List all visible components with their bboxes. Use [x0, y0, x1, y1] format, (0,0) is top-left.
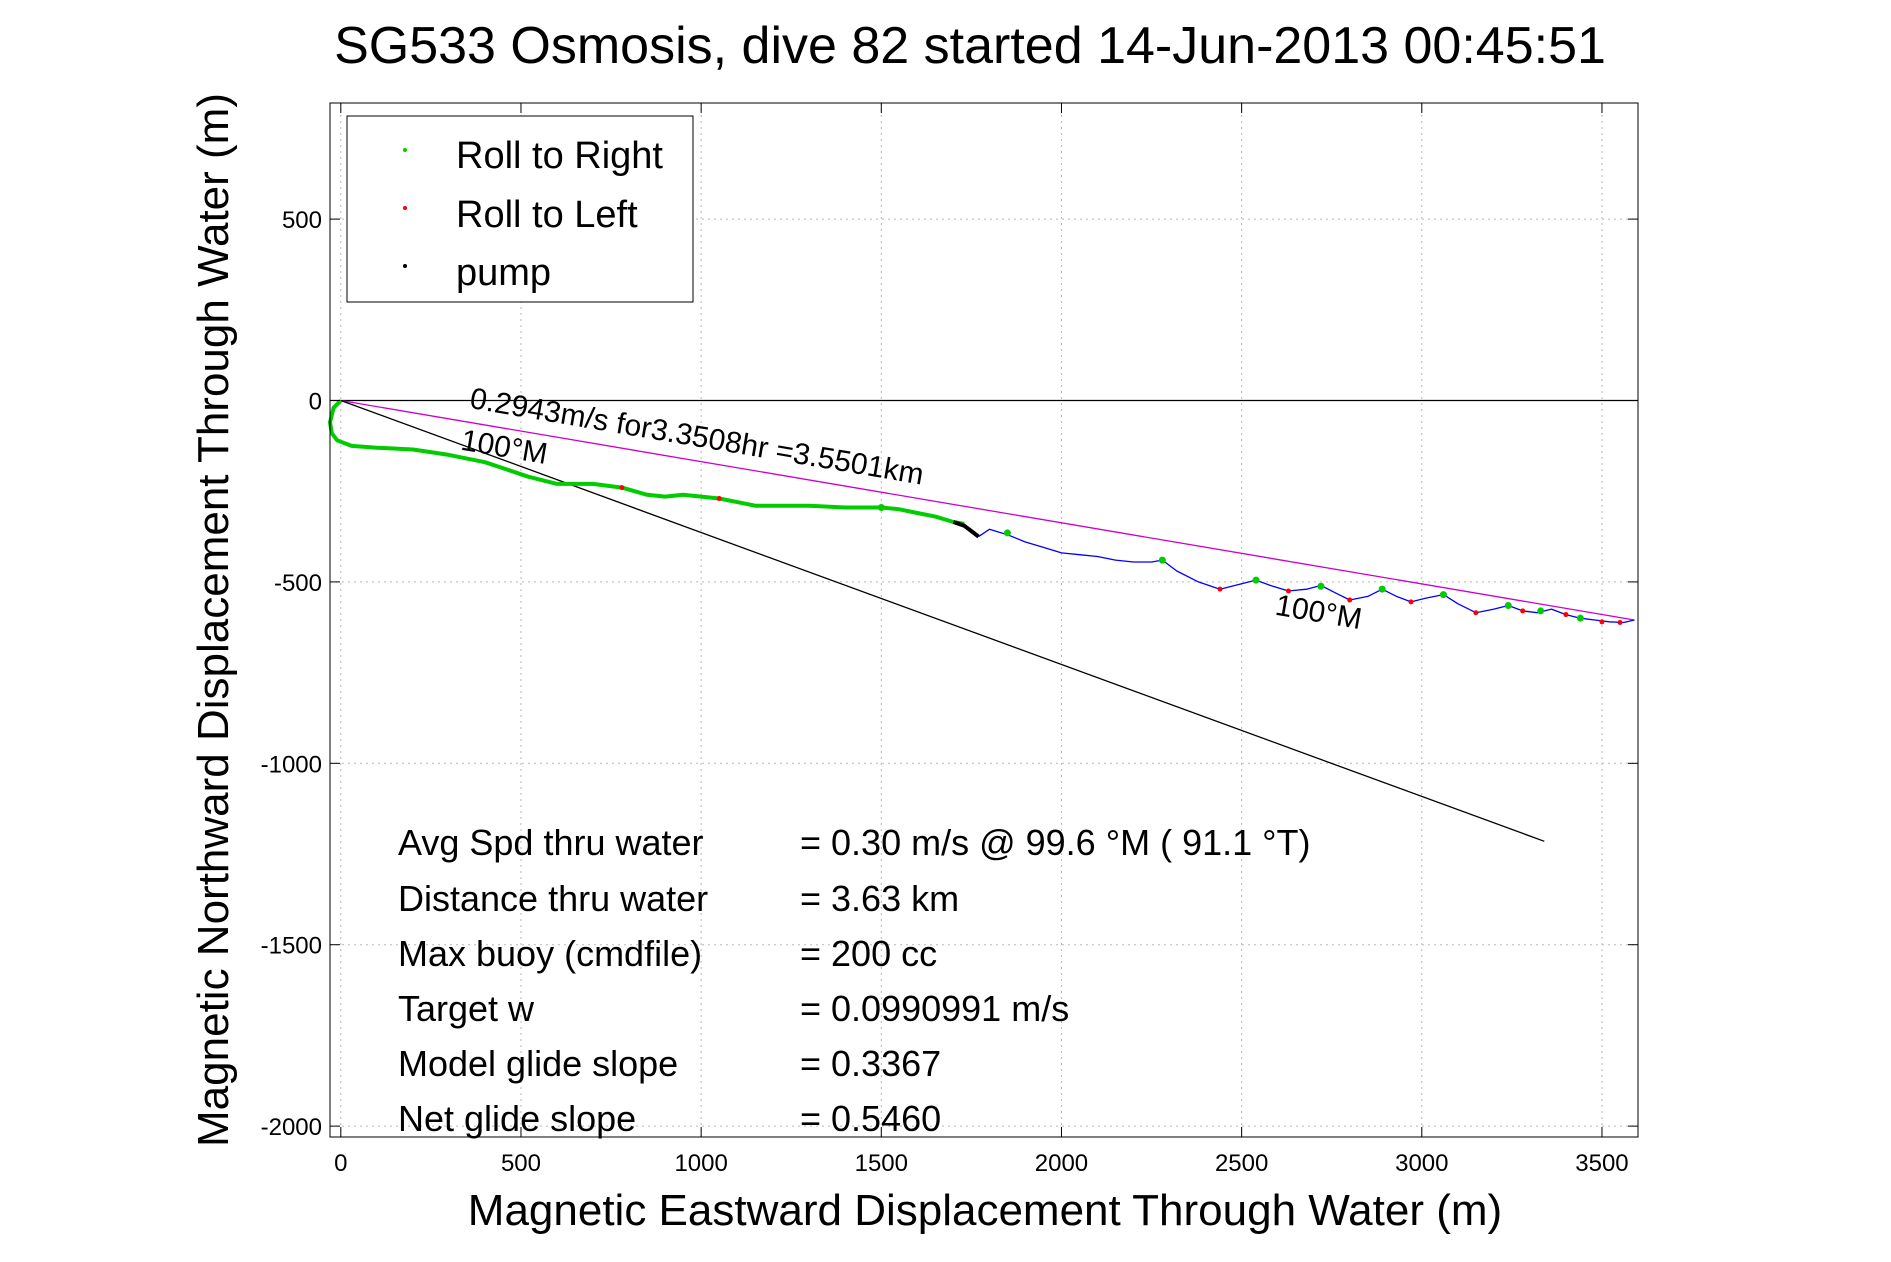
summary-value: = 0.0990991 m/s [800, 988, 1069, 1029]
summary-value: = 0.3367 [800, 1043, 941, 1084]
roll-left-point [1599, 619, 1605, 625]
roll-right-point [1504, 601, 1512, 609]
summary-value: = 0.30 m/s @ 99.6 °M ( 91.1 °T) [800, 822, 1311, 863]
y-tick-label: -500 [274, 570, 322, 597]
y-tick-label: 500 [282, 207, 322, 234]
x-tick-label: 3000 [1395, 1150, 1448, 1177]
legend-label-roll-left: Roll to Left [456, 194, 638, 236]
legend-entry-pump: pump [403, 252, 551, 294]
x-tick-label: 2000 [1035, 1150, 1088, 1177]
roll-left-point [619, 485, 625, 491]
x-axis-label: Magnetic Eastward Displacement Through W… [468, 1186, 1502, 1235]
summary-block: Avg Spd thru water = 0.30 m/s @ 99.6 °M … [398, 822, 1311, 1139]
roll-left-point [1520, 608, 1526, 614]
roll-right-point [1439, 591, 1447, 599]
x-tick-label: 3500 [1575, 1150, 1628, 1177]
legend-label-pump: pump [456, 252, 551, 294]
roll-left-point [1285, 588, 1291, 594]
summary-value: = 3.63 km [800, 878, 959, 919]
x-tick-label: 2500 [1215, 1150, 1268, 1177]
roll-left-point [1617, 620, 1623, 626]
summary-value: = 200 cc [800, 933, 937, 974]
roll-left-point [1217, 586, 1223, 592]
roll-left-point [1563, 612, 1569, 618]
roll-left-point [716, 495, 722, 501]
pump-series [952, 520, 980, 539]
roll-right-point [1003, 529, 1011, 537]
legend-marker-pump [403, 264, 407, 268]
average-line [340, 399, 1635, 621]
roll-right-point [1317, 582, 1325, 590]
x-tick-label: 0 [334, 1150, 347, 1177]
legend-entry-roll-left: Roll to Left [403, 194, 638, 236]
legend-entry-roll-right: Roll to Right [403, 135, 663, 177]
x-tick-label: 1500 [855, 1150, 908, 1177]
x-tick-label: 1000 [674, 1150, 727, 1177]
roll-right-point [1378, 585, 1386, 593]
legend-marker-roll-right [403, 148, 407, 152]
y-tick-label: -1000 [261, 751, 322, 778]
summary-value: = 0.5460 [800, 1098, 941, 1139]
legend-label-roll-right: Roll to Right [456, 135, 663, 177]
y-tick-label: 0 [309, 389, 322, 416]
roll-right-point [1537, 607, 1545, 615]
legend: Roll to Right Roll to Left pump [346, 115, 694, 303]
roll-left-point [1408, 599, 1414, 605]
y-tick-label: -2000 [261, 1114, 322, 1141]
ticks: 0 500 1000 1500 2000 2500 3000 3500 500 0 -500 -100… [261, 103, 1638, 1177]
summary-label: Net glide slope [398, 1098, 636, 1139]
roll-right-point [1576, 614, 1584, 622]
roll-right-point [1158, 556, 1166, 564]
x-tick-label: 500 [501, 1150, 541, 1177]
chart-title: SG533 Osmosis, dive 82 started 14-Jun-20… [334, 17, 1606, 75]
summary-label: Distance thru water [398, 878, 708, 919]
summary-label: Target w [398, 988, 535, 1029]
heading-line [340, 399, 1545, 842]
legend-marker-roll-left [403, 206, 407, 210]
plot-frame [329, 102, 1639, 1138]
summary-label: Avg Spd thru water [398, 822, 704, 863]
reference-lines [330, 399, 1638, 842]
summary-label: Model glide slope [398, 1043, 678, 1084]
y-tick-label: -1500 [261, 933, 322, 960]
roll-right-point [877, 504, 885, 512]
roll-left-point [1347, 597, 1353, 603]
markers [619, 485, 1623, 626]
roll-left-point [1473, 610, 1479, 616]
summary-label: Max buoy (cmdfile) [398, 933, 702, 974]
y-axis-label: Magnetic Northward Displacement Through … [189, 93, 238, 1147]
roll-right-point [1252, 576, 1260, 584]
